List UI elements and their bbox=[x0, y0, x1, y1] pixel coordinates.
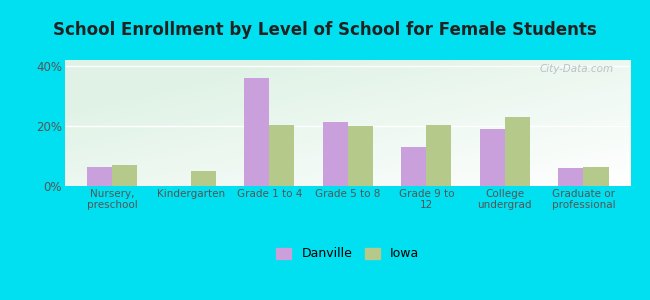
Legend: Danville, Iowa: Danville, Iowa bbox=[272, 242, 424, 266]
Bar bbox=[190, 171, 216, 186]
Bar bbox=[269, 124, 294, 186]
Bar bbox=[505, 117, 530, 186]
Bar bbox=[87, 167, 112, 186]
Text: City-Data.com: City-Data.com bbox=[540, 64, 614, 74]
Bar bbox=[558, 168, 584, 186]
Bar bbox=[348, 126, 373, 186]
Bar bbox=[426, 124, 452, 186]
Bar bbox=[584, 167, 608, 186]
Text: School Enrollment by Level of School for Female Students: School Enrollment by Level of School for… bbox=[53, 21, 597, 39]
Bar bbox=[112, 165, 137, 186]
Bar bbox=[480, 129, 505, 186]
Bar bbox=[401, 147, 426, 186]
Bar bbox=[322, 122, 348, 186]
Bar bbox=[244, 78, 269, 186]
